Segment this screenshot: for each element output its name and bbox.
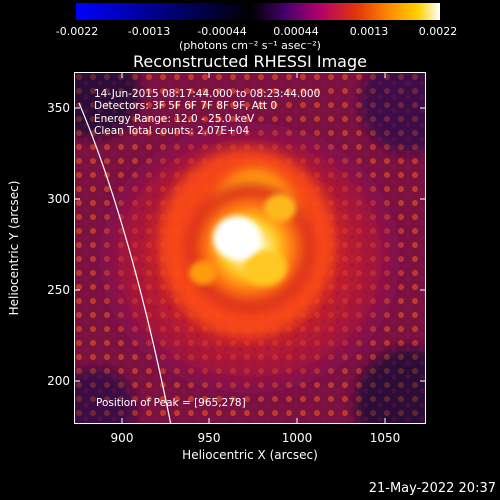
y-tick-label: 300 — [47, 192, 70, 206]
colorbar-tick-label: 0.00044 — [273, 25, 319, 38]
rhessi-image — [50, 48, 465, 458]
colorbar-tick-label: -0.0022 — [55, 25, 99, 38]
image-title: Reconstructed RHESSI Image — [133, 52, 367, 71]
y-tick-label: 350 — [47, 101, 70, 115]
render-timestamp: 21-May-2022 20:37 — [368, 481, 496, 496]
plot-area: 14-Jun-2015 08:17:44.000 to 08:23:44.000… — [50, 48, 465, 458]
x-tick-label: 900 — [110, 431, 134, 445]
info-detectors: Detectors: 3F 5F 6F 7F 8F 9F, Att 0 — [94, 100, 278, 113]
y-axis-label: Heliocentric Y (arcsec) — [7, 180, 21, 316]
x-axis-label: Heliocentric X (arcsec) — [182, 448, 318, 462]
peak-position-label: Position of Peak = [965,278] — [96, 397, 246, 409]
y-tick-label: 200 — [47, 374, 70, 388]
info-energy-range: Energy Range: 12.0 - 25.0 keV — [94, 112, 255, 125]
solar-limb-line — [78, 102, 172, 426]
observation-info: 14-Jun-2015 08:17:44.000 to 08:23:44.000… — [94, 88, 320, 138]
colorbar-ticks: -0.0022 -0.0013 -0.00044 0.00044 0.0013 … — [0, 26, 500, 38]
colorbar-tick-label: 0.0022 — [418, 25, 458, 38]
colorbar-unit-label: (photons cm⁻² s⁻¹ asec⁻²) — [179, 39, 321, 52]
colorbar-tick-label: -0.00044 — [197, 25, 247, 38]
colorbar — [76, 3, 440, 20]
colorbar-tick-label: -0.0013 — [127, 25, 171, 38]
info-clean-counts: Clean Total counts: 2.07E+04 — [94, 125, 250, 138]
y-tick-label: 250 — [47, 283, 70, 297]
info-time-range: 14-Jun-2015 08:17:44.000 to 08:23:44.000 — [94, 88, 321, 100]
colorbar-tick-label: 0.0013 — [349, 25, 389, 38]
x-tick-label: 950 — [197, 431, 221, 445]
x-tick-label: 1000 — [281, 431, 313, 445]
x-tick-label: 1050 — [369, 431, 401, 445]
